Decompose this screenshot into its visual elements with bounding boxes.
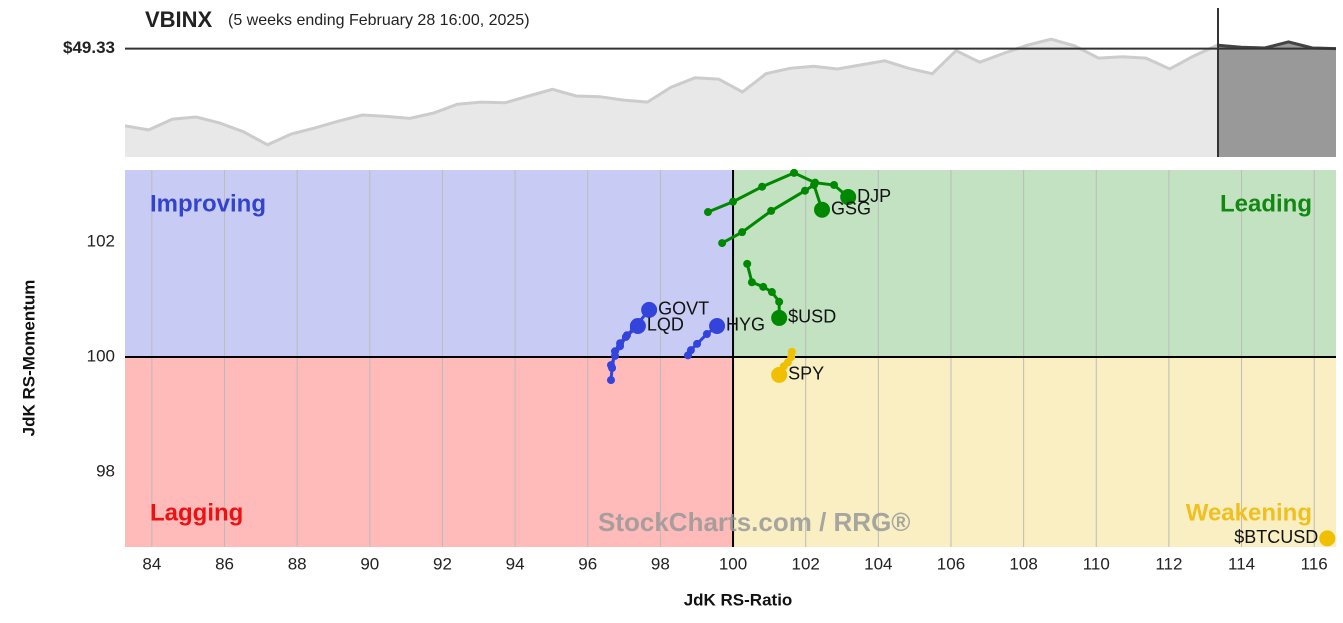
highlight xyxy=(1218,40,1337,157)
head-point xyxy=(771,309,788,326)
tail-point xyxy=(606,361,615,370)
price-area-highlight xyxy=(1218,41,1336,157)
head-point xyxy=(709,317,726,334)
series-label: $BTCUSD xyxy=(1234,527,1318,547)
series-label: LQD xyxy=(647,315,684,335)
tail-point xyxy=(830,180,839,189)
quadrant-label: Leading xyxy=(1220,190,1312,217)
quadrant xyxy=(733,170,1336,358)
series-label: $USD xyxy=(788,307,836,327)
quadrant xyxy=(733,357,1336,547)
tail-point xyxy=(775,297,784,306)
tail-point xyxy=(743,259,752,268)
price-line xyxy=(124,37,1337,147)
x-tick-label: 102 xyxy=(792,554,820,573)
tail-point xyxy=(693,339,702,348)
watermark: StockCharts.com / RRG® xyxy=(598,507,910,537)
tail-point xyxy=(686,346,695,355)
series-label: GOVT xyxy=(658,299,709,319)
tail-point xyxy=(718,239,727,248)
tail-point xyxy=(759,282,768,291)
chart-subtitle: (5 weeks ending February 28 16:00, 2025) xyxy=(228,12,530,29)
head-point xyxy=(814,201,831,218)
head-point xyxy=(771,366,788,383)
tail-point xyxy=(702,330,711,339)
chart-title: VBINX xyxy=(145,7,213,32)
series-label: DJP xyxy=(857,186,891,206)
tail-point xyxy=(767,288,776,297)
tail-point xyxy=(606,376,615,385)
y-tick-label: 100 xyxy=(87,347,115,366)
x-tick-label: 96 xyxy=(578,554,597,573)
tail-point xyxy=(616,342,625,351)
head-point xyxy=(641,301,658,318)
x-tick-label: 98 xyxy=(651,554,670,573)
x-tick-label: 104 xyxy=(864,554,892,573)
series-label: GSG xyxy=(831,198,871,218)
y-tick-label: 102 xyxy=(87,231,115,250)
tail-point xyxy=(729,197,738,206)
tail-point xyxy=(758,182,767,191)
y-axis-label: JdK RS-Momentum xyxy=(19,280,38,437)
tail-point xyxy=(810,180,819,189)
x-tick-label: 92 xyxy=(433,554,452,573)
quadrant xyxy=(125,357,734,547)
tail-point xyxy=(738,228,747,237)
x-tick-label: 108 xyxy=(1009,554,1037,573)
tail-point xyxy=(621,332,630,341)
x-tick-label: 90 xyxy=(360,554,379,573)
x-tick-label: 86 xyxy=(215,554,234,573)
series-label: SPY xyxy=(788,364,824,384)
head-point xyxy=(840,189,857,206)
x-axis-label: JdK RS-Ratio xyxy=(684,590,793,609)
head-point xyxy=(1319,530,1336,547)
tail-point xyxy=(800,186,809,195)
quadrant-label: Weakening xyxy=(1186,499,1312,526)
head-point xyxy=(629,317,646,334)
tail-point xyxy=(767,206,776,215)
x-tick-label: 94 xyxy=(506,554,525,573)
x-tick-label: 116 xyxy=(1301,554,1328,573)
tail-point xyxy=(747,278,756,287)
x-tick-label: 100 xyxy=(719,554,747,573)
reference-label: $49.33 xyxy=(63,38,115,57)
quadrant-label: Improving xyxy=(150,190,266,217)
series-label: HYG xyxy=(726,315,765,335)
quadrant-label: Lagging xyxy=(150,499,243,526)
y-tick-label: 98 xyxy=(96,462,115,481)
tail-point xyxy=(610,351,619,360)
x-tick-label: 114 xyxy=(1228,554,1255,573)
x-tick-label: 88 xyxy=(288,554,307,573)
tail-point xyxy=(703,208,712,217)
price-area xyxy=(125,39,1336,158)
x-tick-label: 106 xyxy=(937,554,965,573)
tail-point xyxy=(790,168,799,177)
x-tick-label: 112 xyxy=(1155,554,1182,573)
x-tick-label: 84 xyxy=(142,554,161,573)
x-tick-label: 110 xyxy=(1083,554,1110,573)
